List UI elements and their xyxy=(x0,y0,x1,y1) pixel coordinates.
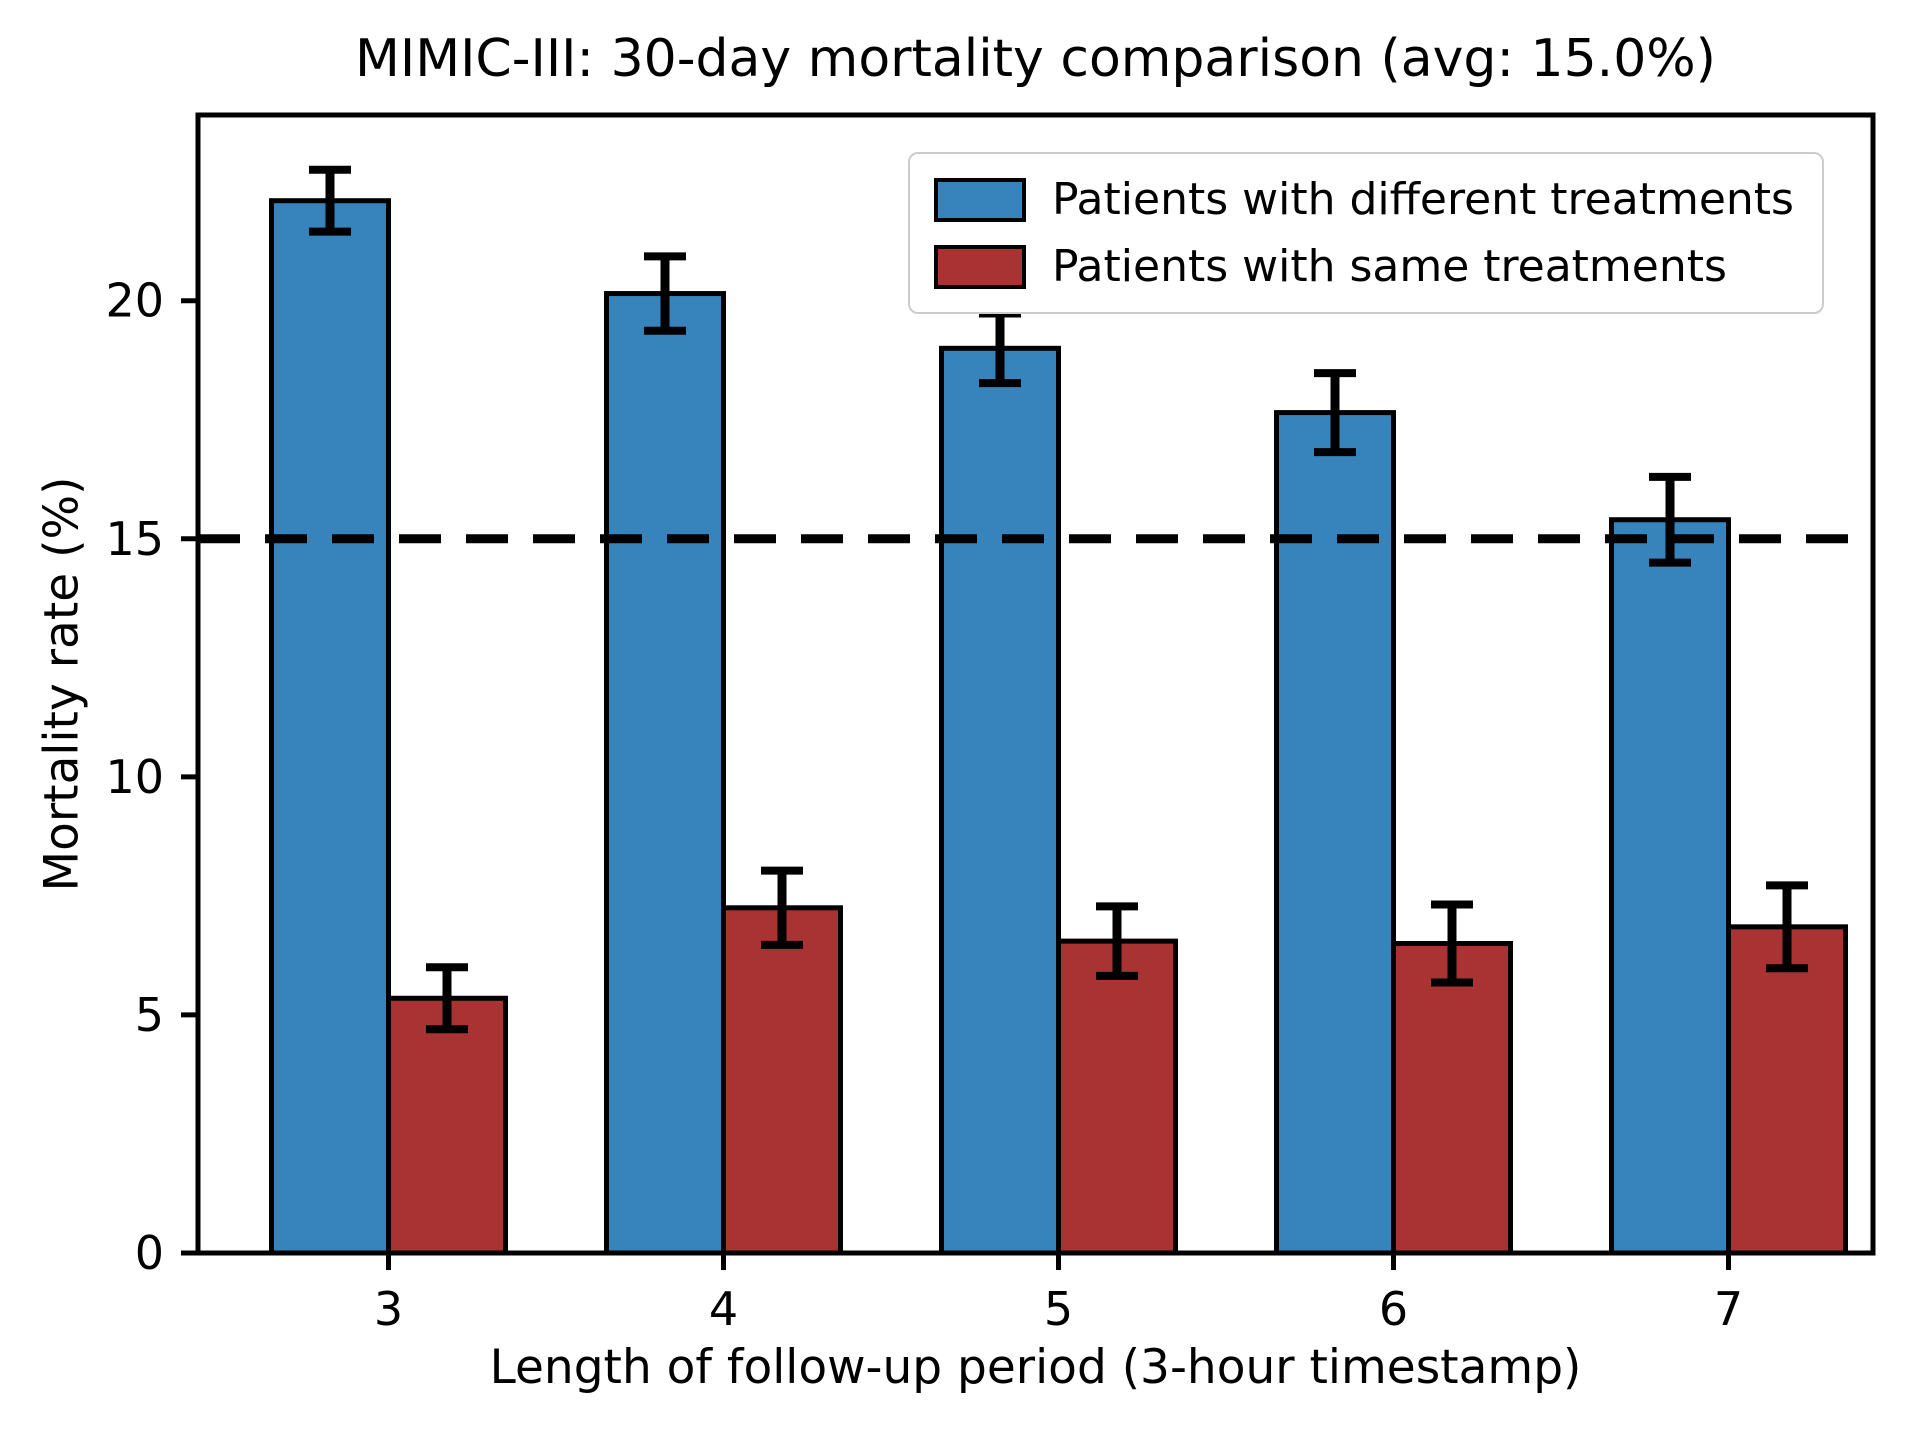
chart-title: MIMIC-III: 30-day mortality comparison (… xyxy=(355,29,1716,89)
bar-same-treatments-3 xyxy=(386,995,508,1256)
bar-different-treatments-5 xyxy=(939,345,1061,1256)
x-tick-label: 4 xyxy=(709,1282,738,1336)
legend-swatch-different-treatments-icon xyxy=(934,177,1026,222)
bar-different-treatments-4 xyxy=(604,291,726,1256)
legend-label-different-treatments: Patients with different treatments xyxy=(1052,174,1794,225)
legend-row-same-treatments: Patients with same treatments xyxy=(934,241,1794,292)
x-tick-label: 6 xyxy=(1379,1282,1408,1336)
legend: Patients with different treatments Patie… xyxy=(908,152,1824,314)
axes-spines xyxy=(195,112,1876,1256)
y-tick-label: 0 xyxy=(135,1226,164,1280)
legend-swatch-same-treatments-icon xyxy=(934,244,1026,289)
y-tick-label: 20 xyxy=(105,274,164,328)
y-tick-label: 5 xyxy=(135,988,164,1042)
y-tick-label: 10 xyxy=(105,750,164,804)
y-tick-label: 15 xyxy=(105,512,164,566)
legend-row-different-treatments: Patients with different treatments xyxy=(934,174,1794,225)
x-tick-label: 5 xyxy=(1044,1282,1073,1336)
bar-same-treatments-6 xyxy=(1391,941,1513,1256)
legend-label-same-treatments: Patients with same treatments xyxy=(1052,241,1727,292)
x-tick-label: 7 xyxy=(1714,1282,1743,1336)
bar-different-treatments-7 xyxy=(1609,517,1731,1256)
bar-different-treatments-6 xyxy=(1274,410,1396,1256)
x-tick-label: 3 xyxy=(374,1282,403,1336)
y-axis-label: Mortality rate (%) xyxy=(34,476,90,892)
bar-same-treatments-7 xyxy=(1726,924,1848,1256)
bar-different-treatments-3 xyxy=(269,198,391,1256)
x-axis-label: Length of follow-up period (3-hour times… xyxy=(489,1340,1582,1395)
bar-same-treatments-4 xyxy=(721,905,843,1256)
bar-same-treatments-5 xyxy=(1056,938,1178,1256)
